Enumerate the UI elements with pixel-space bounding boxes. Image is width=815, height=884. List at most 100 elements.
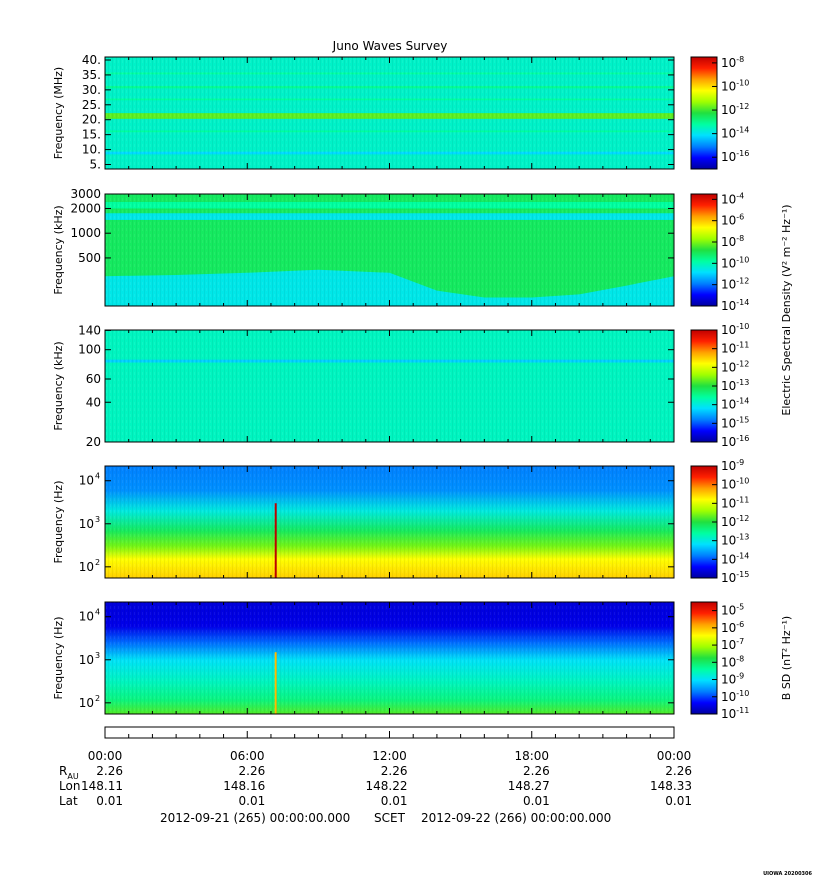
y-tick-label: 20 <box>86 435 101 449</box>
ephemeris-value: 0.01 <box>665 794 692 808</box>
texture <box>105 194 674 306</box>
ephemeris-row-label: Lat <box>59 794 78 808</box>
spectrogram-panels: 5.10.15.20.25.30.35.40. Frequency (MHz) 10… <box>52 53 749 721</box>
spectrogram-1 <box>105 57 674 169</box>
y-tick-label: 30. <box>82 83 101 97</box>
time-axis: 00:00 06:00 12:00 18:00 00:00 RAU 2.26 2.26 2.26… <box>59 726 692 808</box>
ephemeris-value: 2.26 <box>239 764 266 778</box>
ephemeris-row-label: RAU <box>59 764 79 781</box>
ephemeris-value: 148.27 <box>508 779 550 793</box>
colorbar-tick-label: 10-12 <box>721 514 749 529</box>
colorbar-tick-label: 10-8 <box>721 55 744 70</box>
ephemeris-value: 2.26 <box>96 764 123 778</box>
y-tick-label: 40 <box>86 395 101 409</box>
y-tick-label: 10 <box>79 610 94 624</box>
ephemeris-value: 0.01 <box>523 794 550 808</box>
colorbar-tick-label: 10-12 <box>721 102 749 117</box>
credit-label: UIOWA 20200306 <box>763 871 812 877</box>
colorbar-tick-label: 10-13 <box>721 533 749 548</box>
y-axis-label: Frequency (Hz) <box>52 481 65 564</box>
y-tick-label: 25. <box>82 98 101 112</box>
y-tick-exponent: 3 <box>95 515 100 524</box>
colorbar-tick-label: 10-14 <box>721 298 749 313</box>
start-time: 2012-09-21 (265) 00:00:00.000 <box>160 811 350 825</box>
colorbar-4: 10-9 10-10 10-11 10-12 10-13 10-14 10-15 <box>690 458 749 585</box>
y-tick-label: 10 <box>79 560 94 574</box>
ephemeris-row-label: Lon <box>59 779 80 793</box>
colorbar-3: 10-10 10-11 10-12 10-13 10-14 10-15 10-16 <box>690 322 749 449</box>
colorbar-scale <box>690 601 718 715</box>
colorbar-tick-label: 10-16 <box>721 434 749 449</box>
y-axis-label: Frequency (Hz) <box>52 617 65 700</box>
spectrogram-4 <box>105 466 674 578</box>
y-tick-exponent: 4 <box>95 472 100 481</box>
electric-colorbar-label: Electric Spectral Density (V² m⁻² Hz⁻¹) <box>780 204 793 415</box>
colorbar-tick-label: 10-14 <box>721 551 749 566</box>
y-tick-exponent: 3 <box>95 651 100 660</box>
y-tick-label: 500 <box>78 251 101 265</box>
ephemeris-value: 0.01 <box>96 794 123 808</box>
texture <box>105 57 674 169</box>
colorbar-tick-label: 10-14 <box>721 126 749 141</box>
y-tick-label: 100 <box>78 343 101 357</box>
colorbar-tick-label: 10-11 <box>721 495 749 510</box>
ephemeris-value: 0.01 <box>239 794 266 808</box>
colorbar-tick-label: 10-9 <box>721 458 744 473</box>
colorbar-tick-label: 10-12 <box>721 277 749 292</box>
y-axis-label: Frequency (kHz) <box>52 205 65 294</box>
y-tick-label: 3000 <box>70 187 101 201</box>
y-tick-label: 20. <box>82 113 101 127</box>
y-tick-exponent: 2 <box>95 694 100 703</box>
ephemeris-value: 2.26 <box>665 764 692 778</box>
ephemeris-value: 2.26 <box>523 764 550 778</box>
panel-1: 5.10.15.20.25.30.35.40. Frequency (MHz) 10… <box>52 53 749 172</box>
colorbar-5: 10-5 10-6 10-7 10-8 10-9 10-10 10-11 <box>690 601 749 721</box>
y-tick-label: 60 <box>86 372 101 386</box>
colorbar-tick-label: 10-8 <box>721 234 744 249</box>
scet-label: SCET <box>374 811 406 825</box>
colorbar-tick-label: 10-10 <box>721 689 749 704</box>
y-tick-label: 2000 <box>70 201 101 215</box>
y-tick-label: 10 <box>79 653 94 667</box>
colorbar-scale <box>690 56 718 170</box>
colorbar-tick-label: 10-9 <box>721 672 744 687</box>
colorbar-tick-label: 10-6 <box>721 620 744 635</box>
colorbar-tick-label: 10-15 <box>721 415 749 430</box>
ephemeris-value: 148.22 <box>366 779 408 793</box>
spectrogram-2 <box>105 194 674 306</box>
figure-title: Juno Waves Survey <box>332 39 448 53</box>
y-tick-label: 15. <box>82 128 101 142</box>
y-tick-exponent: 4 <box>95 608 100 617</box>
time-tick-label: 12:00 <box>372 749 407 763</box>
time-tick-label: 18:00 <box>514 749 549 763</box>
colorbar-tick-label: 10-13 <box>721 378 749 393</box>
end-time: 2012-09-22 (266) 00:00:00.000 <box>421 811 611 825</box>
y-tick-exponent: 2 <box>95 558 100 567</box>
y-tick-label: 35. <box>82 68 101 82</box>
y-tick-label: 10 <box>79 696 94 710</box>
colorbar-tick-label: 10-10 <box>721 78 749 93</box>
time-tick-label: 06:00 <box>230 749 265 763</box>
colorbar-tick-label: 10-12 <box>721 359 749 374</box>
y-tick-label: 10. <box>82 143 101 157</box>
colorbar-tick-label: 10-10 <box>721 255 749 270</box>
texture <box>105 602 674 714</box>
y-tick-label: 1000 <box>70 226 101 240</box>
y-tick-label: 140 <box>78 323 101 337</box>
time-tick-label: 00:00 <box>657 749 692 763</box>
colorbar-tick-label: 10-16 <box>721 149 749 164</box>
colorbar-tick-label: 10-10 <box>721 322 749 337</box>
colorbar-tick-label: 10-11 <box>721 341 749 356</box>
y-tick-label: 5. <box>90 158 101 172</box>
colorbar-2: 10-4 10-6 10-8 10-10 10-12 10-14 <box>690 191 749 313</box>
ephemeris-value: 148.16 <box>223 779 265 793</box>
y-tick-label: 10 <box>79 517 94 531</box>
ephemeris-value: 2.26 <box>381 764 408 778</box>
spectrogram-3 <box>105 330 674 442</box>
texture <box>105 330 674 442</box>
